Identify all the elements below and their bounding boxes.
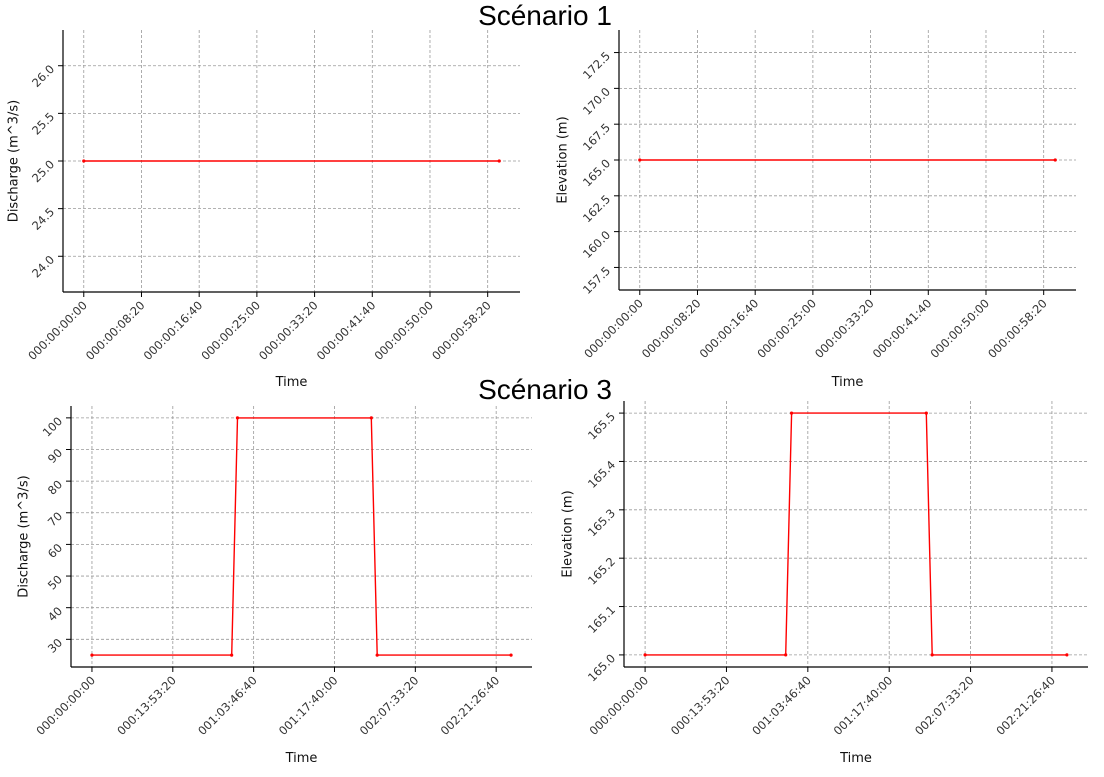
scenario-3-title: Scénario 3	[478, 374, 612, 405]
data-point	[784, 653, 788, 657]
data-point	[643, 653, 647, 657]
y-tick-label: 26.0	[29, 62, 57, 90]
x-tick-label: 002:21:26:40	[993, 673, 1058, 738]
data-point	[509, 653, 513, 657]
scenario-1-title: Scénario 1	[478, 0, 612, 31]
y-tick-label: 165.0	[580, 156, 613, 189]
x-tick-label: 000:00:58:20	[985, 296, 1050, 361]
data-point	[235, 416, 240, 420]
y-tick-label: 50	[45, 572, 65, 592]
y-tick-label: 80	[45, 477, 65, 497]
y-tick-label: 167.5	[580, 120, 613, 153]
y-tick-label: 165.0	[585, 651, 618, 684]
x-tick-label: 001:17:40:00	[831, 673, 896, 738]
x-tick-label: 002:21:26:40	[438, 673, 503, 738]
data-point	[230, 653, 234, 657]
y-tick-label: 165.1	[585, 603, 618, 636]
y-tick-label: 165.4	[585, 458, 618, 491]
x-tick-label: 000:00:00:00	[33, 673, 98, 738]
x-tick-label: 001:03:46:40	[195, 673, 260, 738]
x-tick-label: 002:07:33:20	[357, 673, 422, 738]
x-tick-label: 002:07:33:20	[912, 673, 977, 738]
x-tick-label: 000:00:50:00	[927, 296, 992, 361]
data-point	[930, 653, 934, 657]
y-tick-label: 165.2	[585, 554, 618, 587]
x-tick-label: 001:17:40:00	[276, 673, 341, 738]
y-tick-label: 90	[45, 446, 65, 466]
y-tick-label: 162.5	[580, 192, 613, 225]
x-tick-label: 000:00:25:00	[198, 298, 263, 363]
y-tick-label: 60	[45, 541, 65, 561]
y-tick-label: 172.5	[580, 49, 613, 82]
y-tick-label: 24.5	[29, 205, 57, 233]
y-axis-label: Discharge (m^3/s)	[17, 475, 32, 597]
x-axis-label: Time	[831, 375, 864, 390]
chart-3: 000:00:00:00 000:13:53:20 001:03:46:40 001:…	[17, 406, 532, 766]
data-point	[1065, 653, 1069, 657]
y-tick-label: 100	[40, 414, 65, 439]
x-tick-label: 000:00:58:20	[429, 298, 494, 363]
chart-2: 000:00:00:00000:00:08:20000:00:16:40000:…	[556, 30, 1076, 390]
chart-1: 000:00:00:00000:00:08:20000:00:16:40000:…	[7, 30, 520, 390]
y-tick-label: 40	[45, 604, 65, 624]
data-point	[497, 159, 501, 163]
data-point	[789, 411, 794, 415]
data-point	[375, 653, 379, 657]
y-tick-label: 25.5	[29, 110, 57, 138]
x-tick-label: 000:00:33:20	[812, 296, 877, 361]
y-axis-label: Elevation (m)	[556, 116, 571, 203]
y-axis-label: Discharge (m^3/s)	[7, 100, 22, 222]
x-tick-label: 000:00:16:40	[141, 298, 206, 363]
y-tick-label: 157.5	[580, 264, 613, 297]
x-tick-label: 000:00:41:40	[870, 296, 935, 361]
series-line	[92, 417, 511, 656]
data-point	[369, 416, 373, 420]
series-line	[645, 412, 1067, 656]
data-point	[638, 158, 642, 162]
x-tick-label: 000:00:08:20	[639, 296, 704, 361]
x-tick-label: 000:00:41:40	[314, 298, 379, 363]
y-tick-label: 30	[45, 636, 65, 656]
data-point	[1053, 158, 1057, 162]
x-tick-label: 000:00:00:00	[581, 296, 646, 361]
y-tick-label: 24.0	[29, 252, 57, 280]
y-tick-label: 165.3	[585, 506, 618, 539]
y-tick-label: 160.0	[580, 228, 613, 261]
x-tick-label: 001:03:46:40	[749, 673, 814, 738]
y-tick-label: 70	[45, 509, 65, 529]
x-tick-label: 000:13:53:20	[114, 673, 179, 738]
x-tick-label: 000:00:16:40	[697, 296, 762, 361]
x-tick-label: 000:00:08:20	[83, 298, 148, 363]
x-axis-label: Time	[275, 375, 308, 390]
x-tick-label: 000:00:50:00	[371, 298, 436, 363]
y-tick-label: 25.0	[29, 157, 57, 185]
x-tick-label: 000:00:25:00	[754, 296, 819, 361]
data-point	[924, 411, 928, 415]
y-tick-label: 170.0	[580, 85, 613, 118]
data-point	[82, 159, 86, 163]
x-axis-label: Time	[285, 751, 318, 766]
chart-4: 000:00:00:00 000:13:53:20 001:03:46:40 001:…	[561, 401, 1088, 766]
x-tick-label: 000:13:53:20	[668, 673, 733, 738]
y-axis-label: Elevation (m)	[561, 490, 576, 577]
x-tick-label: 000:00:33:20	[256, 298, 321, 363]
x-axis-label: Time	[839, 751, 872, 766]
y-tick-label: 165.5	[585, 409, 618, 442]
x-tick-label: 000:00:00:00	[25, 298, 90, 363]
data-point	[90, 653, 94, 657]
